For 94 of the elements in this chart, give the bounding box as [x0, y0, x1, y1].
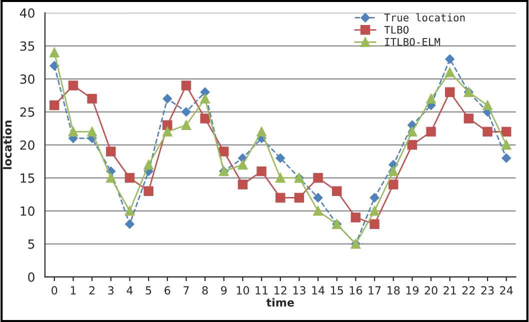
- point: [200, 94, 210, 104]
- point: [313, 193, 323, 202]
- x-tick-label: 11: [256, 286, 268, 294]
- x-tick-label: 19: [406, 286, 418, 295]
- x-tick-label: 16: [350, 286, 362, 295]
- y-tick-label: 25: [20, 107, 34, 117]
- point: [256, 166, 266, 176]
- point: [426, 126, 436, 137]
- point: [106, 173, 116, 183]
- x-tick-label: 4: [126, 286, 133, 294]
- point: [68, 126, 78, 137]
- y-tick-label: 5: [28, 240, 34, 249]
- x-tick-label: 9: [221, 286, 227, 295]
- point: [50, 48, 60, 58]
- point: [144, 160, 154, 170]
- point: [50, 100, 60, 110]
- point: [50, 61, 60, 70]
- point: [502, 153, 511, 163]
- x-tick-label: 15: [331, 286, 343, 295]
- point: [294, 192, 304, 203]
- point: [182, 107, 191, 117]
- point: [200, 87, 210, 97]
- point: [162, 120, 172, 130]
- point: [332, 186, 342, 196]
- point: [181, 120, 192, 130]
- point: [445, 87, 455, 97]
- x-tick-label: 12: [274, 286, 286, 294]
- x-tick-label: 7: [184, 286, 189, 294]
- point: [219, 146, 229, 156]
- point: [87, 94, 97, 104]
- point: [482, 100, 492, 110]
- point: [276, 192, 286, 203]
- x-tick-label: 14: [312, 286, 324, 294]
- x-tick-label: 6: [164, 286, 170, 295]
- point: [200, 114, 210, 124]
- point: [464, 114, 474, 124]
- x-tick-label: 21: [444, 286, 456, 294]
- x-tick-label: 2: [89, 286, 94, 294]
- x-tick-label: 0: [52, 286, 58, 295]
- point: [501, 126, 512, 137]
- point: [162, 126, 172, 137]
- point: [68, 80, 78, 90]
- x-tick-label: 23: [481, 286, 494, 295]
- x-tick-label: 8: [202, 286, 208, 295]
- point: [313, 173, 323, 183]
- point: [388, 180, 398, 190]
- y-tick-label: 0: [28, 272, 34, 282]
- legend-label: True location: [384, 13, 465, 22]
- point: [256, 126, 266, 137]
- x-tick-label: 22: [462, 286, 475, 294]
- point: [144, 186, 154, 196]
- y-tick-label: 35: [20, 41, 34, 51]
- point: [407, 140, 418, 150]
- x-tick-label: 20: [424, 286, 438, 295]
- x-tick-label: 17: [368, 286, 381, 294]
- legend-label: TLBO: [384, 26, 409, 34]
- point: [181, 80, 192, 90]
- y-tick-label: 20: [20, 140, 34, 150]
- x-tick-label: 1: [70, 286, 76, 294]
- point: [125, 219, 134, 229]
- point: [445, 54, 454, 64]
- point: [426, 94, 436, 104]
- y-tick-label: 30: [20, 74, 34, 84]
- point: [370, 193, 380, 202]
- y-tick-label: 40: [20, 8, 34, 18]
- x-tick-label: 3: [108, 286, 114, 295]
- point: [276, 173, 286, 183]
- point: [445, 67, 455, 78]
- point: [370, 206, 380, 216]
- point: [388, 166, 398, 176]
- point: [501, 140, 512, 150]
- point: [238, 160, 248, 170]
- x-tick-label: 18: [388, 286, 400, 295]
- x-tick-label: 13: [293, 286, 306, 295]
- x-axis-title: time: [266, 298, 294, 307]
- point: [124, 206, 135, 216]
- point: [370, 219, 380, 229]
- point: [124, 173, 135, 183]
- y-axis-title: location: [3, 120, 12, 170]
- legend-label: ITLBO-ELM: [385, 38, 440, 46]
- y-tick-label: 15: [20, 174, 34, 183]
- point: [407, 126, 418, 137]
- point: [162, 94, 172, 104]
- point: [482, 126, 492, 137]
- x-tick-label: 5: [146, 286, 152, 295]
- x-tick-label: 24: [500, 286, 513, 294]
- point: [238, 180, 248, 190]
- y-tick-label: 10: [20, 206, 34, 216]
- point: [276, 153, 285, 163]
- point: [87, 126, 97, 137]
- point: [313, 206, 323, 216]
- x-tick-label: 10: [236, 286, 250, 295]
- point: [106, 146, 116, 156]
- point: [350, 212, 361, 222]
